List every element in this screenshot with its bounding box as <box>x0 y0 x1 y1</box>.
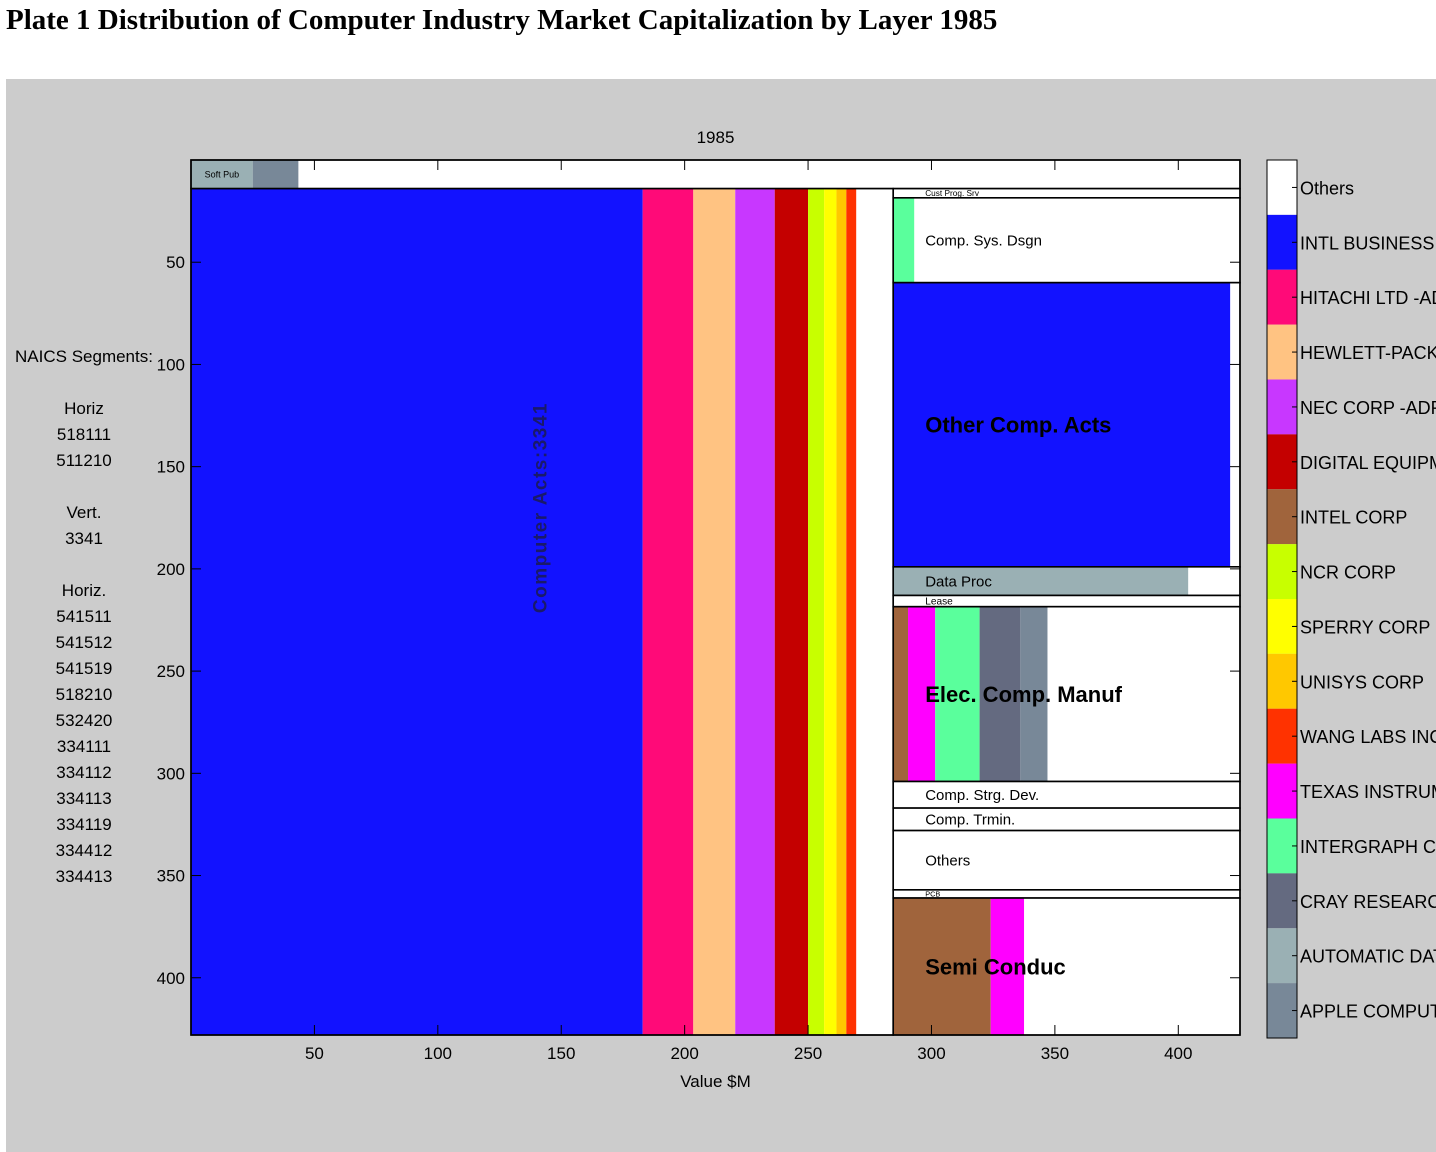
naics-code: 334112 <box>56 763 112 782</box>
firm-block <box>893 197 915 283</box>
naics-code: 334119 <box>56 815 112 834</box>
firm-block <box>735 188 775 1036</box>
segment-label: PCB <box>925 890 940 899</box>
firm-block <box>836 188 847 1036</box>
segment-block <box>893 595 1240 607</box>
axes-frame <box>190 159 1241 1036</box>
segment-label: Other Comp. Acts <box>925 413 1111 438</box>
naics-code: 541512 <box>55 633 113 652</box>
legend-label: HEWLETT-PACKARI <box>1300 343 1436 363</box>
naics-code: 541511 <box>56 607 112 626</box>
naics-group-label: Horiz <box>64 399 104 418</box>
naics-code: 334412 <box>55 841 113 860</box>
firm-block <box>693 188 736 1036</box>
segment-label: Data Proc <box>925 574 992 591</box>
legend-label: INTERGRAPH CORF <box>1300 837 1436 857</box>
legend-label: APPLE COMPUTER <box>1300 1002 1436 1022</box>
page-title: Plate 1 Distribution of Computer Industr… <box>6 4 998 36</box>
naics-code: 334413 <box>55 867 113 886</box>
naics-code: 3341 <box>65 529 103 548</box>
segment-block <box>893 889 1240 899</box>
legend-label: DIGITAL EQUIPMEN <box>1300 453 1436 473</box>
segment-label: Comp. Strg. Dev. <box>925 787 1039 804</box>
y-tick-label: 150 <box>157 458 185 477</box>
naics-group-label: Vert. <box>66 503 102 522</box>
segment-block <box>191 160 1240 189</box>
firm-block <box>1020 606 1048 782</box>
legend-label: CRAY RESEARCH <box>1300 892 1436 912</box>
x-tick-label: 350 <box>1041 1044 1069 1063</box>
naics-code: 511210 <box>56 451 112 470</box>
legend-label: WANG LABS INC <box>1300 727 1436 747</box>
naics-code: 334113 <box>56 789 112 808</box>
firm-block <box>893 282 1231 567</box>
legend-label: Others <box>1300 178 1354 198</box>
x-tick-label: 300 <box>917 1044 945 1063</box>
naics-heading: NAICS Segments: <box>15 347 153 366</box>
naics-segments-panel: NAICS Segments: Horiz 518111 511210 Vert… <box>6 344 162 890</box>
legend-label: TEXAS INSTRUMENT <box>1300 782 1436 802</box>
x-tick-label: 150 <box>547 1044 575 1063</box>
firm-block <box>642 188 694 1036</box>
naics-code: 532420 <box>55 711 113 730</box>
legend-label: SPERRY CORP <box>1300 617 1430 637</box>
chart-title: 1985 <box>697 128 735 147</box>
segment-label: Comp. Trmin. <box>925 812 1015 829</box>
firm-block <box>774 188 809 1036</box>
naics-code: 518111 <box>56 425 112 444</box>
firm-block <box>252 160 299 189</box>
x-tick-label: 50 <box>305 1044 324 1063</box>
y-tick-label: 250 <box>157 662 185 681</box>
legend-label: HITACHI LTD -ADR <box>1300 288 1436 308</box>
firm-block <box>893 898 991 1035</box>
x-tick-label: 200 <box>670 1044 698 1063</box>
naics-group-label: Horiz. <box>61 581 107 600</box>
segment-block <box>893 808 1240 831</box>
segment-block <box>893 188 1240 198</box>
legend-frame <box>1266 159 1298 1039</box>
segment-label: Elec. Comp. Manuf <box>925 682 1122 707</box>
y-tick-label: 300 <box>157 764 185 783</box>
firm-block <box>908 606 936 782</box>
segment-label: Semi Conduc <box>925 954 1066 979</box>
y-tick-label: 200 <box>157 560 185 579</box>
firm-block <box>893 566 1189 596</box>
legend-label: UNISYS CORP <box>1300 672 1424 692</box>
legend-label: INTEL CORP <box>1300 508 1407 528</box>
firm-block <box>808 188 825 1036</box>
x-tick-label: 400 <box>1164 1044 1192 1063</box>
firm-block <box>846 188 857 1036</box>
segment-block <box>893 781 1240 809</box>
firm-block <box>979 606 1021 782</box>
y-tick-label: 100 <box>157 355 185 374</box>
naics-code: 541519 <box>55 659 113 678</box>
firm-block <box>191 160 253 189</box>
segment-label: Comp. Sys. Dsgn <box>925 233 1042 250</box>
firm-block <box>824 188 837 1036</box>
legend-label: INTL BUSINESS MA <box>1300 233 1436 253</box>
segment-label: Lease <box>925 597 953 608</box>
naics-code: 518210 <box>55 685 113 704</box>
segment-label: Cust Prog. Srv <box>925 189 980 198</box>
y-tick-label: 400 <box>157 969 185 988</box>
segment-block <box>893 197 1240 283</box>
y-tick-label: 50 <box>166 253 185 272</box>
segment-label: Others <box>925 853 970 870</box>
segment-label: Computer Acts:3341 <box>530 402 551 613</box>
segment-label: Soft Pub <box>205 170 240 180</box>
firm-block <box>893 606 909 782</box>
legend-label: NEC CORP -ADR <box>1300 398 1436 418</box>
naics-code: 334111 <box>56 737 112 756</box>
y-tick-label: 350 <box>157 867 185 886</box>
x-tick-label: 100 <box>424 1044 452 1063</box>
legend-label: NCR CORP <box>1300 563 1396 583</box>
firm-block <box>990 898 1025 1035</box>
firm-block <box>191 188 643 1036</box>
legend-label: AUTOMATIC DATA F <box>1300 947 1436 967</box>
firm-block <box>935 606 980 782</box>
x-axis-label: Value $M <box>680 1072 751 1091</box>
x-tick-label: 250 <box>794 1044 822 1063</box>
segment-block <box>893 830 1240 890</box>
